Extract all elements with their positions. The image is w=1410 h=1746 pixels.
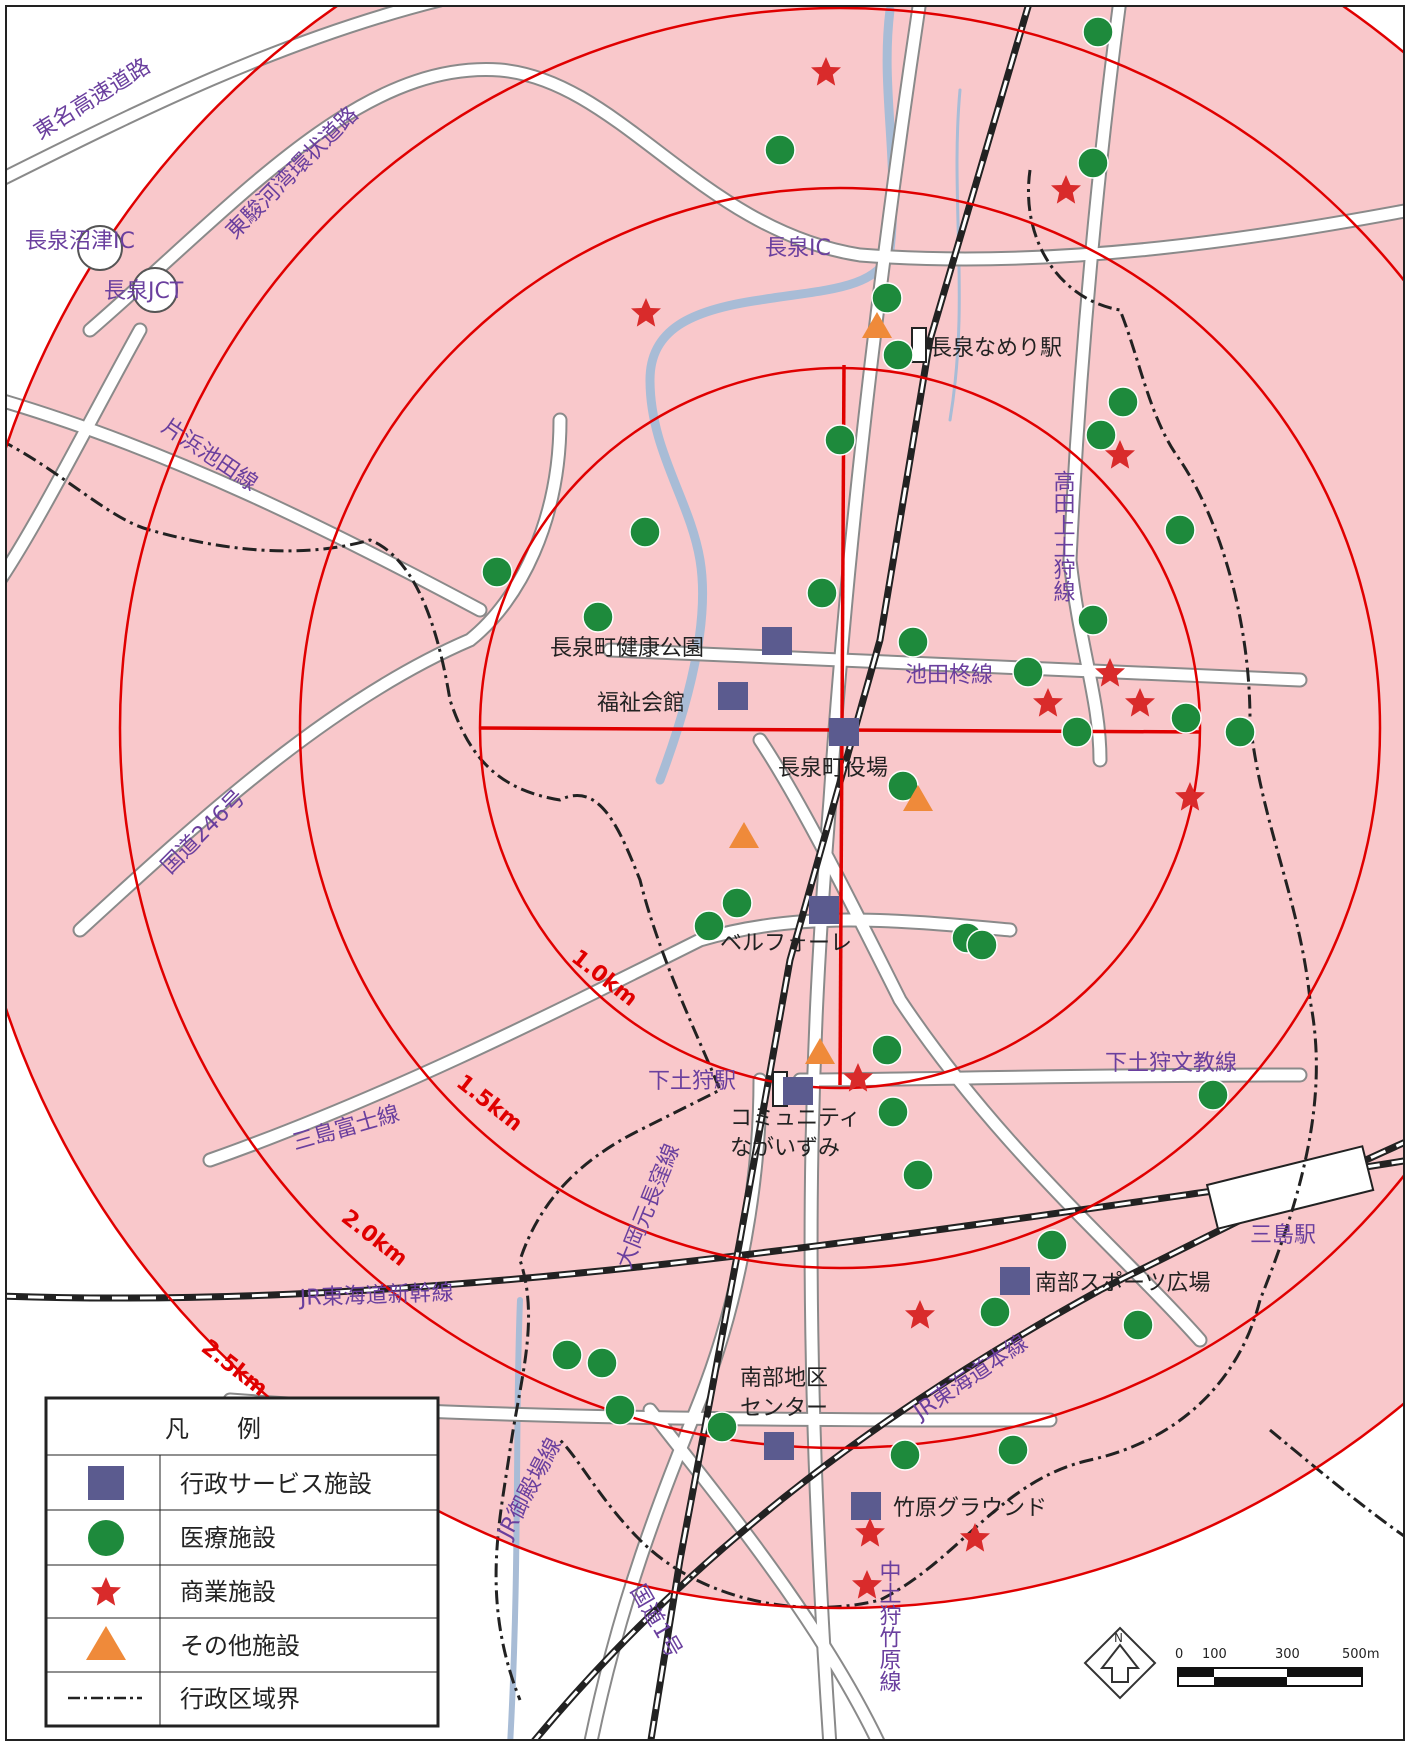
medical-marker (902, 1159, 934, 1191)
admin-facility-marker (1000, 1267, 1030, 1295)
medical-marker (629, 516, 661, 548)
place-label-takehara-ground: 竹原グラウンド (893, 1496, 1047, 1521)
medical-marker (1164, 514, 1196, 546)
medical-marker (806, 577, 838, 609)
medical-marker (1012, 656, 1044, 688)
medical-marker (871, 1034, 903, 1066)
medical-marker (871, 282, 903, 314)
other-marker (729, 822, 759, 848)
medical-marker (1036, 1229, 1068, 1261)
other-facilities (729, 312, 933, 1064)
road-label-shimotogari-bunkyo: 下土狩文教線 (1105, 1051, 1237, 1076)
medical-marker (824, 424, 856, 456)
medical-marker (481, 556, 513, 588)
medical-marker (1085, 419, 1117, 451)
admin-facility-marker (809, 896, 839, 924)
medical-marker (706, 1411, 738, 1443)
medical-marker (979, 1296, 1011, 1328)
medical-marker (1082, 16, 1114, 48)
other-marker (862, 312, 892, 338)
place-label-nagaizumi-ic: 長泉IC (765, 236, 831, 261)
legend-label-commercial: 商業施設 (180, 1578, 276, 1606)
other-marker (805, 1038, 835, 1064)
legend-label-boundary: 行政区域界 (180, 1685, 300, 1713)
medical-marker (1170, 702, 1202, 734)
admin-facility-marker (764, 1432, 794, 1460)
north-arrow-icon: N (1083, 1626, 1157, 1700)
medical-marker (966, 929, 998, 961)
place-label-welfare-hall: 福祉会館 (597, 691, 685, 716)
place-label-nameri-station: 長泉なめり駅 (930, 336, 1062, 361)
admin-facility-marker (829, 718, 859, 746)
ring-2-5km (6, 6, 1404, 1609)
legend-square-icon (88, 1466, 124, 1500)
medical-marker (1077, 147, 1109, 179)
medical-marker (693, 910, 725, 942)
medical-marker (889, 1439, 921, 1471)
admin-service-facilities (718, 627, 1030, 1520)
medical-marker (582, 601, 614, 633)
north-arrow-label: N (1114, 1631, 1123, 1645)
place-label-community-1: コミュニティ (730, 1106, 861, 1131)
medical-marker (997, 1434, 1029, 1466)
place-label-shimotogari-station: 下土狩駅 (648, 1069, 736, 1094)
road-label-nakatogari: 中土狩竹原線 (876, 1560, 902, 1692)
medical-marker (897, 626, 929, 658)
road-label-takadakami: 高田上土狩線 (1050, 470, 1076, 602)
medical-marker (1197, 1079, 1229, 1111)
medical-marker (1107, 386, 1139, 418)
place-label-bellfore: ベルフォーレ (720, 931, 852, 956)
legend-label-admin: 行政サービス施設 (180, 1470, 372, 1498)
medical-marker (1077, 604, 1109, 636)
medical-marker (764, 134, 796, 166)
admin-facility-marker (718, 682, 748, 710)
place-label-health-park: 長泉町健康公園 (550, 636, 704, 661)
place-label-mishima-station: 三島駅 (1250, 1223, 1316, 1248)
mishima-station-building (1205, 1145, 1375, 1230)
legend-label-other: その他施設 (180, 1632, 300, 1660)
scale-tick-0: 0 (1175, 1647, 1183, 1662)
place-label-south-center-2: センター (740, 1396, 828, 1421)
medical-marker (721, 887, 753, 919)
scale-tick-500m: 500m (1342, 1647, 1379, 1662)
place-label-nagaizumi-jct: 長泉JCT (104, 279, 184, 304)
medical-marker (877, 1096, 909, 1128)
admin-facility-marker (762, 627, 792, 655)
medical-facilities (481, 16, 1256, 1471)
place-label-community-2: ながいずみ (730, 1136, 840, 1161)
road-label-ikedahiiragi: 池田柊線 (905, 663, 993, 688)
medical-marker (882, 339, 914, 371)
map-frame (5, 5, 1405, 1741)
ring-2-0km (118, 6, 1404, 1450)
place-label-south-sports: 南部スポーツ広場 (1035, 1271, 1211, 1296)
scale-tick-300: 300 (1275, 1647, 1300, 1662)
legend: 凡 例 行政サービス施設 医療施設 商業施設 その他施設 行政区域界 (44, 1396, 440, 1728)
buffer-area-2-5km (6, 6, 1404, 1608)
medical-marker (551, 1339, 583, 1371)
medical-marker (1224, 716, 1256, 748)
legend-circle-icon (88, 1520, 124, 1556)
medical-marker (1122, 1309, 1154, 1341)
admin-facility-marker (783, 1077, 813, 1105)
legend-title: 凡 例 (165, 1415, 261, 1443)
admin-facility-marker (851, 1492, 881, 1520)
scale-tick-100: 100 (1202, 1647, 1227, 1662)
ring-1-5km (298, 186, 1382, 1270)
medical-marker (604, 1394, 636, 1426)
place-label-south-center-1: 南部地区 (740, 1366, 828, 1391)
place-label-nagaizumi-numazu-ic: 長泉沼津IC (25, 229, 135, 254)
medical-marker (1061, 716, 1093, 748)
scale-bar: 0 100 300 500m (1175, 1647, 1379, 1687)
place-label-town-hall: 長泉町役場 (778, 756, 888, 781)
medical-marker (586, 1347, 618, 1379)
other-marker (903, 785, 933, 811)
legend-triangle-icon (86, 1626, 126, 1660)
legend-label-medical: 医療施設 (180, 1524, 276, 1552)
road-label-shinkansen: JR東海道新幹線 (297, 1281, 454, 1311)
